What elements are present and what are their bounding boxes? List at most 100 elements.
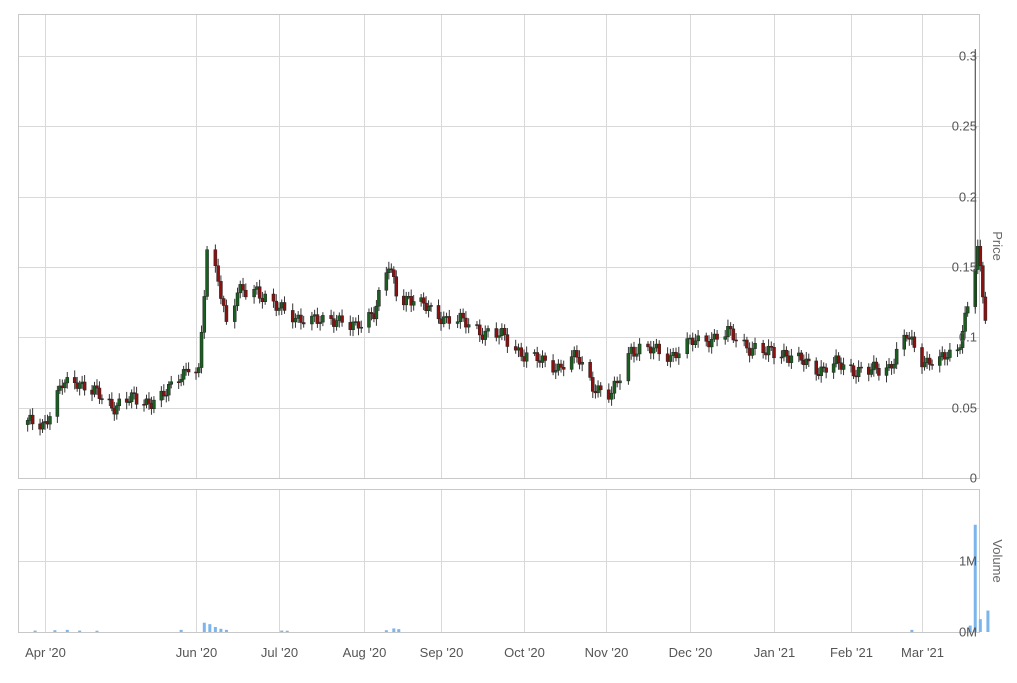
candle <box>807 353 811 368</box>
candle-body <box>48 416 52 425</box>
candle-body <box>359 326 364 329</box>
volume-bar <box>384 630 388 632</box>
candle <box>618 374 622 390</box>
volume-tick-label: 1M <box>959 554 977 569</box>
candle-body <box>874 361 879 369</box>
candle <box>389 263 394 273</box>
volume-bar <box>224 629 228 632</box>
candle-body <box>455 321 460 324</box>
candle-body <box>723 336 727 340</box>
candle <box>819 360 823 383</box>
candle <box>920 343 924 374</box>
candle <box>436 299 441 324</box>
candle <box>543 352 547 368</box>
volume-tick-label: 0M <box>959 625 977 640</box>
candle-body <box>804 358 809 365</box>
candle <box>318 315 322 331</box>
candle <box>65 371 70 389</box>
candle <box>677 346 681 365</box>
candle-body <box>213 249 218 267</box>
candle <box>799 349 804 365</box>
candle <box>235 287 240 311</box>
candle <box>824 363 828 379</box>
volume-axis-ticks: 0M 1M <box>959 554 977 640</box>
candle <box>40 419 45 433</box>
candle-body <box>257 286 262 299</box>
candle-body <box>134 393 139 405</box>
candle-body <box>761 342 765 354</box>
candle-body <box>199 332 204 368</box>
candle-body <box>789 355 794 363</box>
candle-body <box>58 385 62 391</box>
candle-body <box>421 297 426 304</box>
candle-body <box>92 385 97 395</box>
candle <box>447 309 452 330</box>
candle-body <box>72 377 77 383</box>
candle <box>117 393 122 411</box>
candle <box>912 331 917 353</box>
price-tick-label: 0.05 <box>952 401 977 416</box>
candle-body <box>179 379 183 383</box>
volume-bar <box>78 630 82 632</box>
candle <box>766 339 771 362</box>
candle <box>48 412 52 431</box>
candle <box>244 283 248 300</box>
candle <box>252 284 256 304</box>
price-tick-label: 0.2 <box>959 190 977 205</box>
candle <box>874 357 879 374</box>
candle <box>374 300 379 326</box>
candle <box>651 340 656 360</box>
candle <box>411 295 416 311</box>
candle <box>199 325 204 374</box>
candle-body <box>411 301 416 306</box>
candle <box>55 385 60 423</box>
candle <box>409 289 413 313</box>
candle-body <box>588 362 592 378</box>
candle <box>575 345 579 363</box>
candle-body <box>115 405 119 415</box>
candle-body <box>945 357 950 360</box>
candle <box>577 350 582 370</box>
candle-body <box>176 381 181 383</box>
candle-body <box>351 321 355 330</box>
candle <box>464 311 468 334</box>
candle-body <box>821 366 826 369</box>
candle-body <box>799 352 804 361</box>
candle-body <box>241 284 245 291</box>
candle <box>124 391 129 410</box>
price-axis-title: Price <box>990 231 1005 261</box>
volume-bar <box>219 628 223 632</box>
candle <box>728 322 733 336</box>
candle-body <box>392 269 396 277</box>
candle-body <box>110 398 114 409</box>
candle-body <box>784 349 789 357</box>
candle-body <box>841 364 846 370</box>
candle-body <box>356 321 361 329</box>
candle-body <box>635 353 639 357</box>
candle <box>769 341 774 351</box>
volume-bar <box>973 524 977 632</box>
candle <box>359 320 364 333</box>
candle <box>129 389 134 409</box>
volume-bar <box>280 630 284 632</box>
candle <box>609 386 614 406</box>
candle-body <box>318 321 322 324</box>
candle-body <box>505 334 510 347</box>
price-tick-label: 0.15 <box>952 260 977 275</box>
candle-body <box>117 398 122 407</box>
volume-bar <box>392 628 396 632</box>
candle <box>421 292 426 311</box>
candle-body <box>100 398 104 400</box>
price-tick-label: 0.1 <box>959 330 977 345</box>
volume-bar <box>910 629 914 632</box>
candle <box>745 336 749 354</box>
candle-body <box>447 316 452 324</box>
candle-body <box>274 300 278 311</box>
candle-body <box>869 369 874 375</box>
candle <box>945 351 950 366</box>
candle-body <box>377 289 381 307</box>
candle <box>455 314 460 329</box>
candle <box>841 357 846 376</box>
candle-body <box>290 310 295 323</box>
candle <box>519 342 523 362</box>
